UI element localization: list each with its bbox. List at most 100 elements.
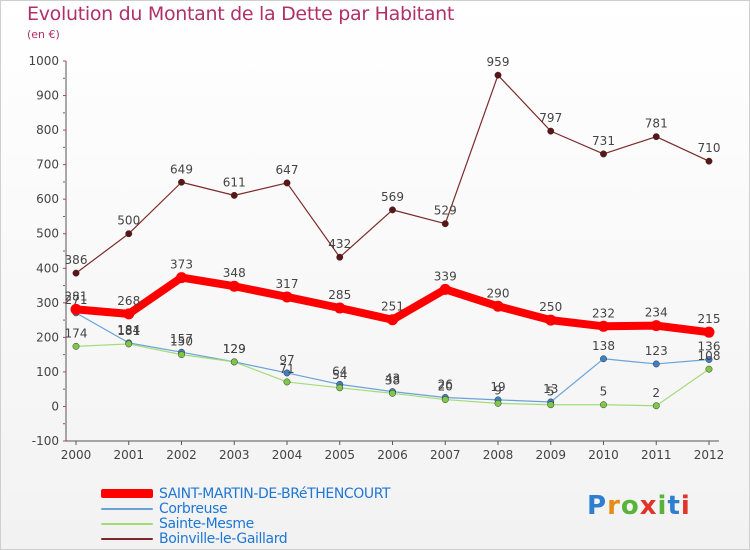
data-label: 215	[698, 312, 721, 326]
logo-letter: P	[587, 491, 608, 521]
legend-swatch	[101, 522, 153, 525]
data-label: 64	[332, 364, 347, 378]
data-point	[389, 206, 396, 214]
data-point	[705, 356, 713, 363]
data-point	[70, 303, 82, 315]
data-label: 26	[438, 377, 453, 391]
y-tick-label: 100	[36, 365, 59, 379]
data-point	[705, 157, 713, 165]
data-label: 174	[65, 326, 88, 340]
data-label: 529	[434, 204, 457, 218]
data-label: 13	[543, 382, 558, 396]
data-point	[600, 150, 607, 158]
data-point	[547, 401, 555, 409]
legend-label: SAINT-MARTIN-DE-BRéTHENCOURT	[159, 485, 391, 502]
data-point	[72, 269, 80, 277]
data-label: 611	[223, 175, 246, 189]
data-label: 339	[434, 269, 457, 283]
x-tick-label: 2004	[272, 448, 303, 462]
data-label: 184	[117, 323, 140, 337]
data-point	[705, 365, 713, 373]
data-point	[494, 399, 502, 407]
legend-item: Corbreuse	[101, 501, 228, 517]
logo-letter: i	[657, 491, 668, 521]
legend-swatch	[101, 507, 153, 510]
data-point	[336, 253, 344, 261]
data-label: 781	[645, 117, 668, 131]
data-label: 2	[652, 386, 660, 400]
data-label: 285	[328, 288, 351, 302]
data-point	[72, 342, 80, 350]
data-point	[178, 178, 185, 186]
data-point	[494, 71, 502, 79]
y-tick-label: 300	[36, 296, 59, 310]
data-point	[703, 326, 715, 338]
x-tick-label: 2006	[377, 448, 408, 462]
data-label: 251	[381, 300, 404, 314]
data-label: 129	[223, 342, 246, 356]
data-label: 569	[381, 190, 404, 204]
data-point	[652, 133, 660, 141]
data-point	[650, 320, 662, 332]
data-point	[439, 283, 451, 295]
data-point	[281, 291, 293, 303]
data-label: 129	[223, 342, 246, 356]
data-label: 281	[65, 289, 88, 303]
legend-swatch	[101, 489, 153, 498]
y-tick-label: 1000	[28, 54, 59, 68]
x-tick-label: 2000	[61, 448, 92, 462]
x-tick-label: 2003	[219, 448, 250, 462]
chart-title: Evolution du Montant de la Dette par Hab…	[27, 3, 455, 25]
data-point	[600, 401, 607, 409]
data-label: 150	[170, 335, 193, 349]
data-point	[334, 302, 346, 314]
legend-item: Sainte-Mesme	[101, 516, 254, 532]
data-point	[123, 308, 135, 320]
data-label: 19	[490, 380, 505, 394]
data-point	[547, 127, 555, 135]
data-point	[652, 360, 660, 368]
data-point	[387, 314, 398, 326]
y-tick-label: 200	[36, 330, 59, 344]
data-point	[492, 300, 504, 312]
x-tick-label: 2008	[483, 448, 514, 462]
data-label: 20	[438, 380, 453, 394]
data-point	[598, 320, 609, 332]
y-axis-unit: (en €)	[27, 28, 60, 41]
data-label: 9	[494, 383, 502, 397]
data-point	[283, 369, 291, 377]
data-label: 234	[645, 306, 668, 320]
data-label: 157	[170, 332, 193, 346]
data-label: 97	[279, 353, 294, 367]
x-tick-label: 2009	[535, 448, 566, 462]
data-label: 123	[645, 344, 668, 358]
data-point	[389, 389, 396, 397]
data-point	[178, 351, 185, 359]
logo-letter: r	[607, 491, 621, 521]
data-label: 710	[698, 141, 721, 155]
data-point	[125, 340, 133, 348]
data-point	[545, 314, 557, 326]
x-tick-label: 2010	[588, 448, 619, 462]
data-label: 500	[117, 214, 140, 228]
data-label: 71	[279, 362, 294, 376]
y-tick-label: 400	[36, 261, 59, 275]
data-label: 5	[547, 385, 555, 399]
data-label: 317	[276, 277, 299, 291]
logo-letter: x	[639, 491, 658, 521]
x-tick-label: 2011	[641, 448, 672, 462]
data-point	[336, 384, 344, 392]
data-point	[283, 179, 291, 187]
data-label: 232	[592, 306, 615, 320]
data-point	[230, 191, 238, 199]
data-label: 54	[332, 368, 347, 382]
y-tick-label: 900	[36, 89, 59, 103]
logo-letter: i	[680, 491, 691, 521]
data-label: 647	[276, 163, 299, 177]
legend-label: Boinville-le-Gaillard	[159, 530, 288, 547]
y-tick-label: -100	[32, 434, 59, 448]
x-tick-label: 2007	[430, 448, 461, 462]
data-point	[125, 230, 133, 238]
